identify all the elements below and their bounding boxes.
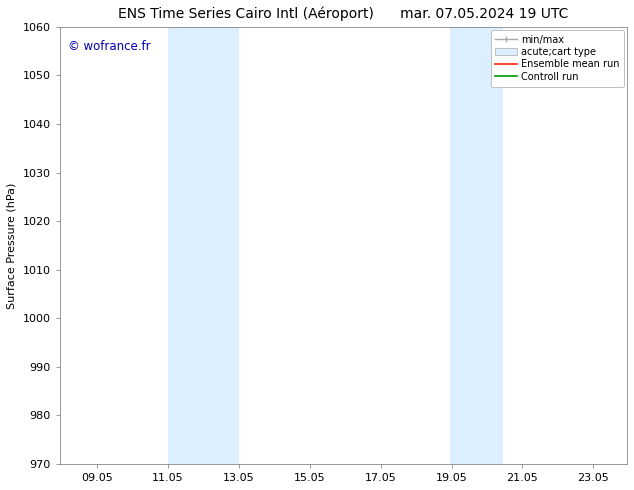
Bar [168,27,239,464]
Bar [450,27,503,464]
Text: © wofrance.fr: © wofrance.fr [68,40,151,53]
Title: ENS Time Series Cairo Intl (Aéroport)      mar. 07.05.2024 19 UTC: ENS Time Series Cairo Intl (Aéroport) ma… [118,7,569,22]
Y-axis label: Surface Pressure (hPa): Surface Pressure (hPa) [7,182,17,309]
Legend: min/max, acute;cart type, Ensemble mean run, Controll run: min/max, acute;cart type, Ensemble mean … [491,30,624,87]
